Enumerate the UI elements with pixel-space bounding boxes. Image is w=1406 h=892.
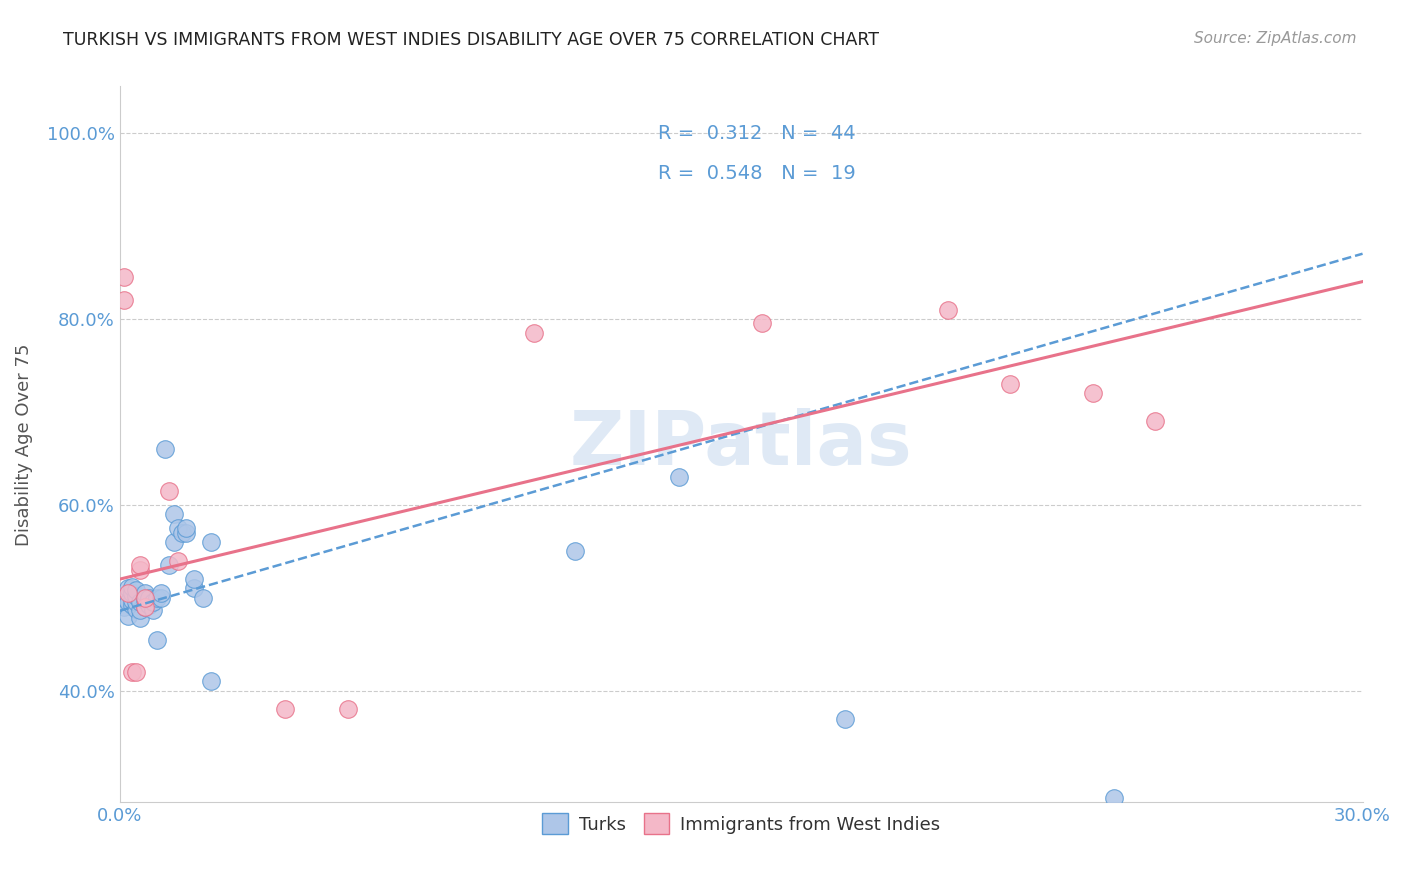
Point — [138, 591, 160, 605]
Point — [183, 582, 205, 596]
Point — [125, 602, 148, 616]
Point — [117, 595, 139, 609]
Text: Source: ZipAtlas.com: Source: ZipAtlas.com — [1194, 31, 1357, 46]
Point — [150, 591, 173, 605]
Point — [134, 600, 156, 615]
Point — [142, 595, 165, 609]
Point — [125, 665, 148, 679]
Point — [159, 558, 181, 573]
Point — [129, 595, 152, 609]
Point — [200, 535, 222, 549]
Point — [121, 598, 143, 612]
Point — [936, 302, 959, 317]
Point — [121, 592, 143, 607]
Point — [121, 665, 143, 679]
Point — [174, 521, 197, 535]
Point — [200, 674, 222, 689]
Point — [125, 583, 148, 598]
Point — [117, 586, 139, 600]
Point — [183, 572, 205, 586]
Point — [146, 632, 169, 647]
Point — [523, 326, 546, 340]
Point — [121, 580, 143, 594]
Point — [159, 483, 181, 498]
Point — [274, 702, 297, 716]
Point — [129, 558, 152, 573]
Point — [166, 521, 188, 535]
Point — [117, 582, 139, 596]
Point — [134, 592, 156, 607]
Point — [112, 591, 135, 605]
Point — [134, 600, 156, 615]
Point — [668, 470, 690, 484]
Point — [112, 600, 135, 615]
Point — [1083, 386, 1105, 401]
Point — [191, 591, 214, 605]
Point — [834, 712, 856, 726]
Text: ZIPatlas: ZIPatlas — [569, 408, 912, 481]
Point — [174, 525, 197, 540]
Text: R =  0.312   N =  44: R = 0.312 N = 44 — [658, 124, 856, 143]
Point — [142, 603, 165, 617]
Point — [134, 591, 156, 605]
Point — [129, 603, 152, 617]
Y-axis label: Disability Age Over 75: Disability Age Over 75 — [15, 343, 32, 546]
Point — [125, 589, 148, 603]
Point — [162, 535, 184, 549]
Point — [134, 586, 156, 600]
Text: TURKISH VS IMMIGRANTS FROM WEST INDIES DISABILITY AGE OVER 75 CORRELATION CHART: TURKISH VS IMMIGRANTS FROM WEST INDIES D… — [63, 31, 879, 49]
Legend: Turks, Immigrants from West Indies: Turks, Immigrants from West Indies — [533, 805, 949, 843]
Point — [117, 609, 139, 624]
Point — [1144, 414, 1167, 428]
Point — [138, 598, 160, 612]
Point — [751, 317, 773, 331]
Point — [155, 442, 177, 456]
Point — [170, 525, 193, 540]
Point — [162, 507, 184, 521]
Point — [121, 586, 143, 600]
Point — [112, 293, 135, 308]
Point — [564, 544, 586, 558]
Point — [129, 611, 152, 625]
Point — [336, 702, 359, 716]
Point — [1102, 790, 1125, 805]
Point — [150, 586, 173, 600]
Point — [1000, 376, 1022, 391]
Point — [125, 595, 148, 609]
Text: R =  0.548   N =  19: R = 0.548 N = 19 — [658, 164, 856, 184]
Point — [166, 553, 188, 567]
Point — [112, 269, 135, 284]
Point — [146, 591, 169, 605]
Point — [129, 563, 152, 577]
